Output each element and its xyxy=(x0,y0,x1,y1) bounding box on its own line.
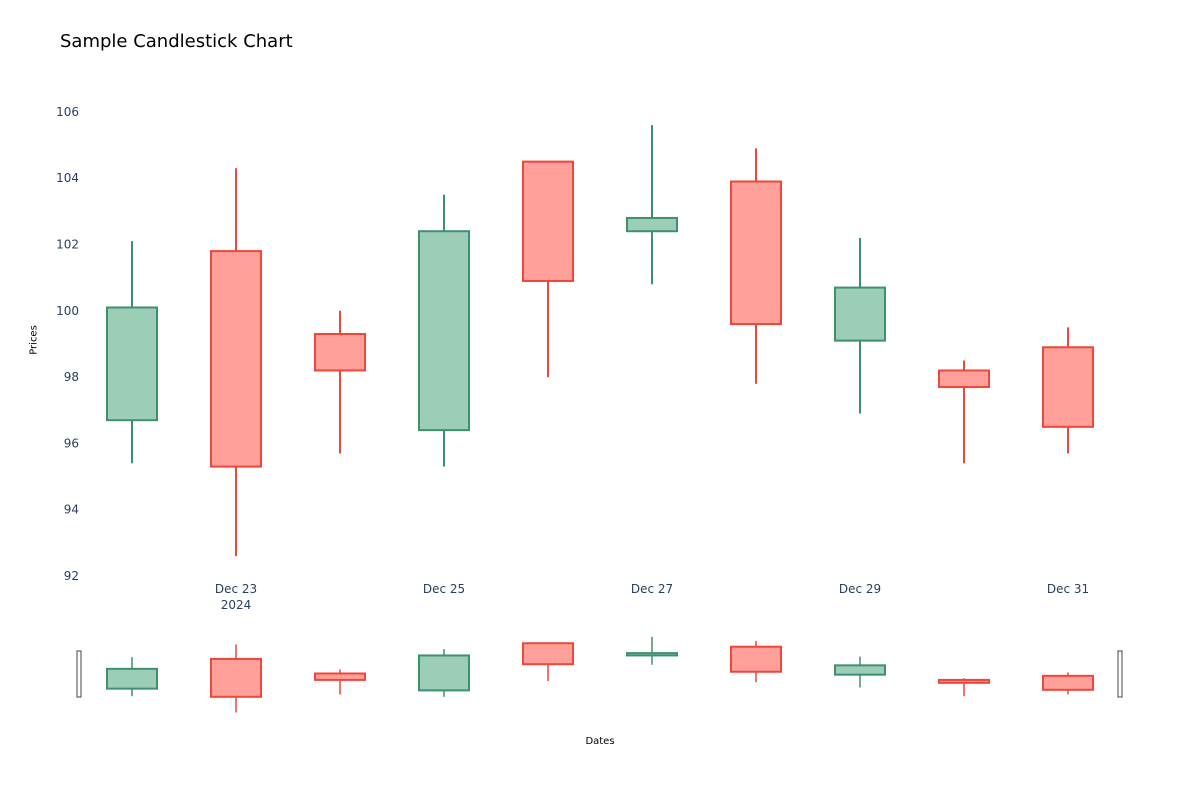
x-tick-label: Dec 25 xyxy=(423,582,465,596)
mini-candle xyxy=(1042,672,1094,695)
candle[interactable] xyxy=(522,160,574,378)
candle-body xyxy=(834,286,886,342)
candle[interactable] xyxy=(106,241,158,464)
mini-candle-body xyxy=(730,645,782,673)
mini-candle-body xyxy=(210,657,262,698)
mini-candle xyxy=(522,642,574,682)
x-tick-label: Dec 31 xyxy=(1047,582,1089,596)
y-tick-label: 94 xyxy=(64,503,79,517)
mini-candle xyxy=(210,644,262,713)
mini-candle-body xyxy=(106,667,158,690)
x-tick-sublabel: 2024 xyxy=(221,598,252,612)
x-tick-label: Dec 29 xyxy=(839,582,881,596)
mini-candle xyxy=(418,649,470,697)
mini-candle xyxy=(834,656,886,688)
candles-main xyxy=(106,125,1094,557)
candle[interactable] xyxy=(626,125,678,285)
x-axis-label: Dates xyxy=(585,736,615,747)
x-tick-label: Dec 23 xyxy=(215,582,257,596)
candle[interactable] xyxy=(938,360,990,464)
mini-candle xyxy=(730,640,782,683)
y-tick-label: 98 xyxy=(64,370,79,384)
range-slider[interactable] xyxy=(76,636,1123,713)
candle[interactable] xyxy=(314,310,366,454)
y-axis-ticks: 92 94 96 98 100 102 104 106 xyxy=(56,105,79,583)
x-axis-ticks: Dec 23 2024 Dec 25 Dec 27 Dec 29 Dec 31 xyxy=(215,582,1089,612)
mini-candle-body xyxy=(418,654,470,692)
candle[interactable] xyxy=(210,168,262,557)
y-tick-label: 102 xyxy=(56,237,79,251)
chart-title: Sample Candlestick Chart xyxy=(60,31,293,52)
mini-candle-body xyxy=(314,672,366,681)
candle-body xyxy=(314,333,366,372)
candle-body xyxy=(626,216,678,233)
candle[interactable] xyxy=(1042,327,1094,454)
mini-candle-body xyxy=(626,652,678,657)
candle-body xyxy=(1042,346,1094,428)
candle-body xyxy=(210,250,262,468)
range-slider-candles xyxy=(106,636,1094,713)
y-tick-label: 106 xyxy=(56,105,79,119)
candle-body xyxy=(730,180,782,326)
range-slider-right-handle[interactable] xyxy=(1117,650,1123,698)
mini-candle xyxy=(106,657,158,697)
candle-body xyxy=(938,369,990,389)
candle-body xyxy=(106,306,158,422)
mini-candle-body xyxy=(834,664,886,676)
candle-body xyxy=(418,230,470,432)
mini-candle xyxy=(938,678,990,697)
range-slider-left-handle[interactable] xyxy=(76,650,82,698)
mini-candle xyxy=(314,669,366,695)
mini-candle xyxy=(626,636,678,665)
y-tick-label: 96 xyxy=(64,436,79,450)
mini-candle-body xyxy=(522,642,574,666)
y-tick-label: 100 xyxy=(56,304,79,318)
y-tick-label: 92 xyxy=(64,569,79,583)
y-tick-label: 104 xyxy=(56,171,79,185)
x-tick-label: Dec 27 xyxy=(631,582,673,596)
candle[interactable] xyxy=(418,194,470,467)
candle[interactable] xyxy=(834,237,886,414)
mini-candle-body xyxy=(1042,674,1094,691)
candle-body xyxy=(522,160,574,282)
candle[interactable] xyxy=(730,148,782,384)
mini-candle-body xyxy=(938,678,990,684)
